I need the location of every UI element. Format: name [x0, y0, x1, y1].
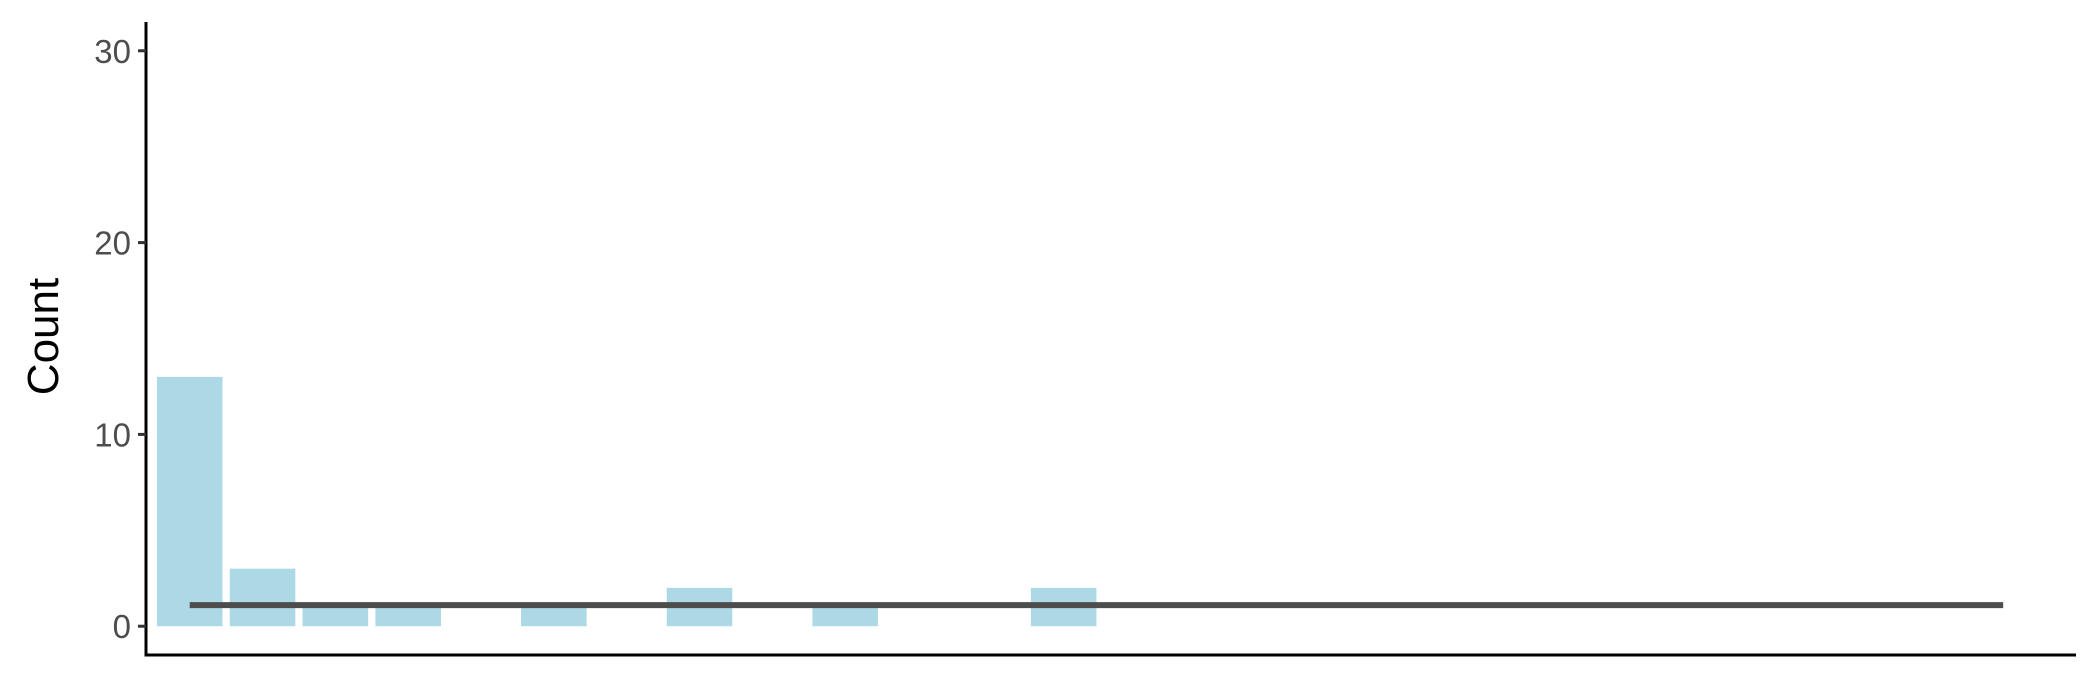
bar: [229, 568, 296, 627]
bar: [812, 607, 878, 627]
y-tick-label: 20: [94, 225, 131, 262]
bar: [375, 607, 441, 627]
y-tick-label: 30: [94, 33, 131, 70]
y-axis-ticks: 0 10 20 30: [94, 33, 146, 645]
y-axis-title: Count: [19, 278, 68, 395]
bar: [156, 376, 223, 627]
bar: [302, 607, 369, 627]
y-tick-label: 10: [94, 416, 131, 453]
bars: [156, 376, 1097, 627]
bar: [521, 607, 587, 627]
y-tick-label: 0: [113, 608, 131, 645]
